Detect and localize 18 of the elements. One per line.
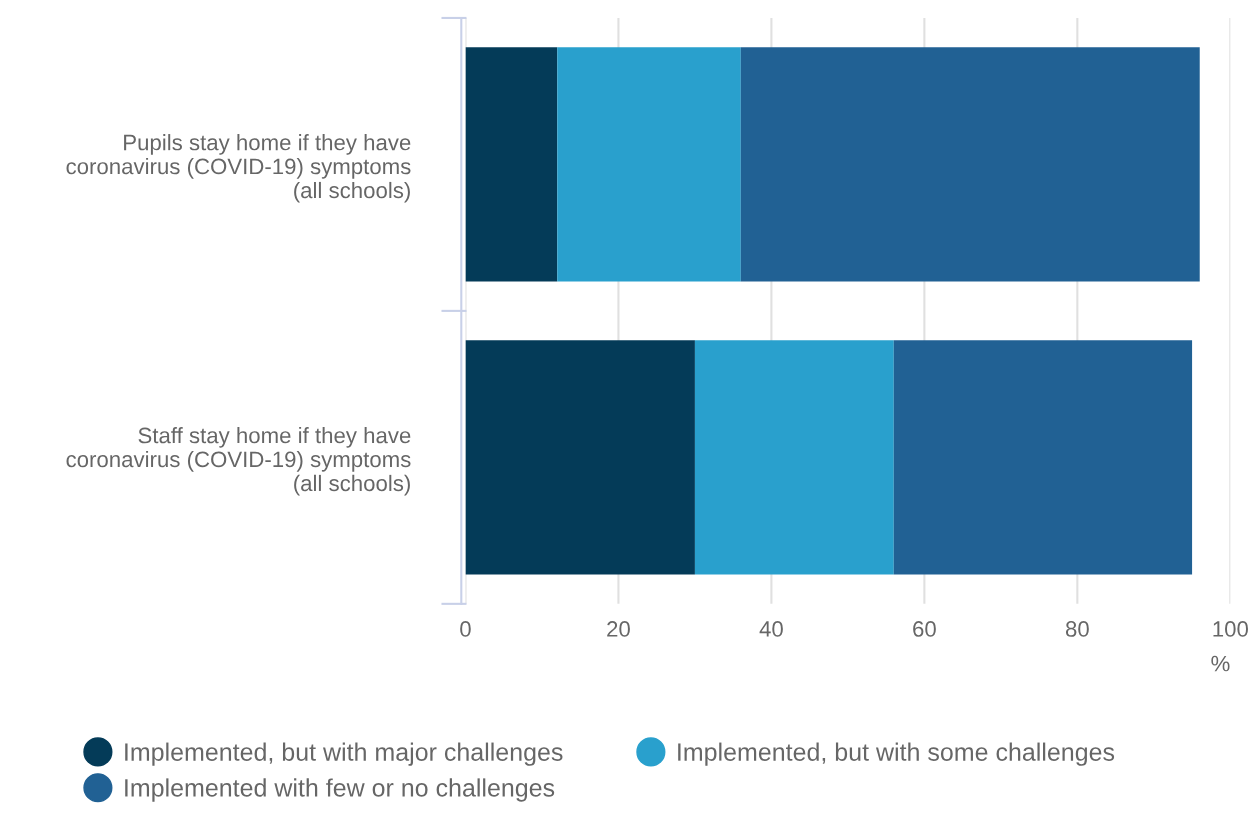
x-tick-label: 0 — [460, 621, 471, 637]
bar — [465, 47, 558, 282]
legend-label: Implemented, but with major challenges — [125, 742, 563, 766]
x-tick-label: 20 — [607, 621, 630, 637]
bar — [893, 340, 1193, 575]
bar — [465, 340, 695, 575]
legend-label: Implemented, but with some challenges — [678, 742, 1115, 766]
x-axis-title: % — [1211, 655, 1230, 672]
legend-label: Implemented with few or no challenges — [125, 778, 555, 802]
y-tick-label: Pupils stay home if they have coronavirus (COVID-19) symptoms (all schools) — [66, 134, 411, 203]
x-tick-label: 60 — [913, 621, 936, 637]
bar — [557, 47, 741, 282]
y-tick-label: Staff stay home if they have coronavirus (COVID-19) symptoms (all schools) — [66, 426, 411, 496]
bar — [694, 340, 894, 575]
x-tick-label: 40 — [759, 621, 783, 637]
x-tick-label: 80 — [1065, 621, 1089, 637]
bar — [740, 47, 1200, 282]
x-tick-label: 100 — [1213, 621, 1248, 637]
